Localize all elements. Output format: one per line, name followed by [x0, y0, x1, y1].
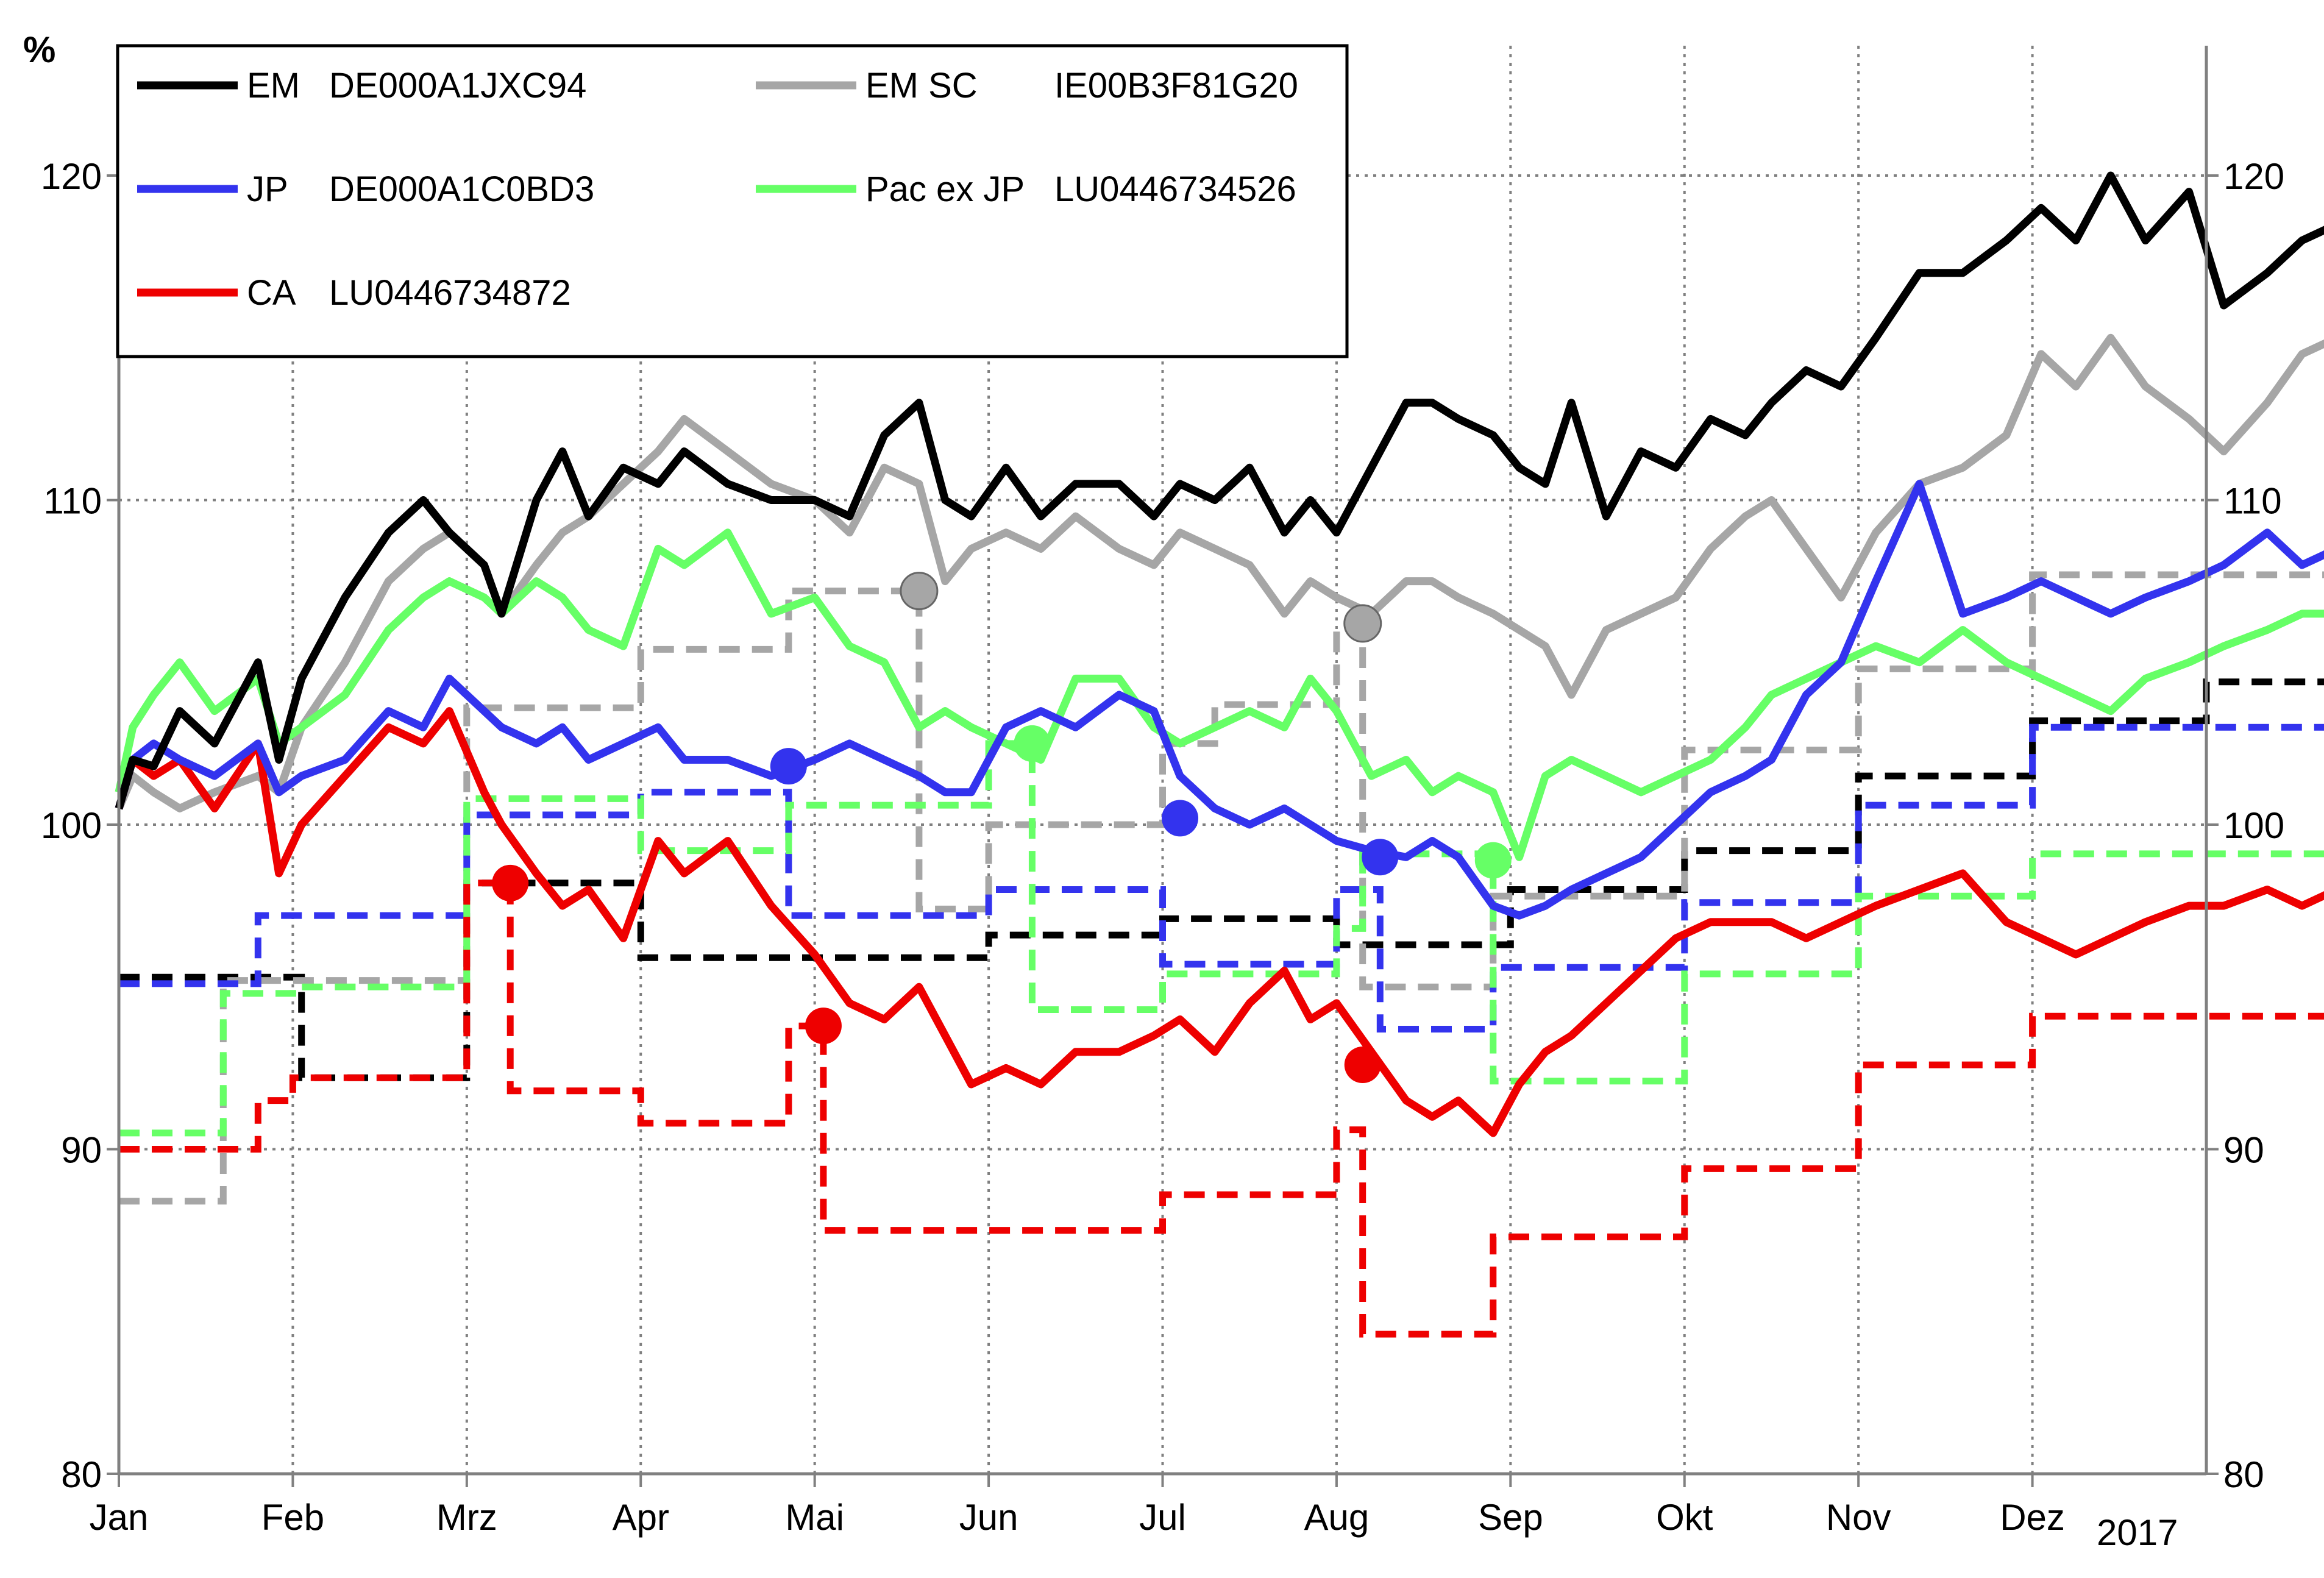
x-tick-label: Feb — [261, 1497, 324, 1538]
year-label: 2017 — [2097, 1512, 2178, 1553]
x-tick-label: Aug — [1304, 1497, 1370, 1538]
marker-jp — [770, 748, 807, 785]
legend-name-pac: Pac ex JP — [865, 169, 1025, 209]
x-tick-label: Mrz — [436, 1497, 497, 1538]
line-series-group — [115, 171, 2324, 1137]
marker-ca — [1344, 1047, 1381, 1084]
y-tick-label-right: 90 — [2223, 1130, 2264, 1171]
marker-emsc — [1343, 604, 1382, 643]
step-series-pac — [119, 740, 2324, 1137]
line-series-em — [115, 171, 2324, 810]
y-tick-label-left: 120 — [41, 156, 102, 197]
legend-isin-ca: LU0446734872 — [329, 273, 571, 313]
y-tick-label-right: 110 — [2223, 481, 2282, 522]
step-series-emsc — [119, 571, 2324, 1205]
step-series-em — [119, 678, 2324, 1081]
x-tick-label: Okt — [1656, 1497, 1713, 1538]
y-tick-label-right: 100 — [2223, 805, 2284, 846]
axes: 80 80 90 90 100 100 110 110 120 120 Jan Feb Mrz Apr Ma… — [41, 46, 2284, 1538]
line-series-jp — [115, 480, 2324, 920]
legend-name-ca: CA — [247, 273, 296, 313]
legend: EM DE000A1JXC94 EM SC IE00B3F81G20 JP DE000A1… — [116, 44, 1349, 358]
marker-jp — [1362, 839, 1399, 876]
x-tick-label: Apr — [613, 1497, 669, 1538]
y-tick-label-left: 100 — [41, 805, 102, 846]
step-series-group — [119, 571, 2324, 1338]
y-unit-label: % — [23, 29, 55, 70]
x-tick-label: Jul — [1139, 1497, 1186, 1538]
marker-ca — [492, 864, 529, 901]
step-series-ca — [119, 880, 2324, 1338]
y-tick-label-left: 110 — [43, 481, 102, 522]
x-tick-label: Nov — [1826, 1497, 1891, 1538]
legend-name-jp: JP — [247, 169, 288, 209]
marker-ca — [805, 1008, 842, 1045]
legend-box — [116, 44, 1349, 358]
marker-emsc — [900, 572, 939, 611]
x-tick-label: Jan — [90, 1497, 149, 1538]
x-tick-label: Mai — [785, 1497, 844, 1538]
line-series-ca — [115, 707, 2324, 1137]
line-series-emsc — [115, 333, 2324, 812]
y-tick-label-right: 120 — [2223, 156, 2284, 197]
x-tick-label: Sep — [1478, 1497, 1543, 1538]
y-tick-label-right: 80 — [2223, 1454, 2264, 1495]
legend-isin-pac: LU0446734526 — [1054, 169, 1296, 209]
y-tick-label-left: 90 — [61, 1130, 102, 1171]
legend-name-em: EM — [247, 66, 300, 105]
marker-group — [492, 572, 1512, 1084]
y-tick-label-left: 80 — [61, 1454, 102, 1495]
legend-isin-em: DE000A1JXC94 — [329, 66, 586, 105]
line-series-pac — [115, 528, 2324, 861]
legend-name-emsc: EM SC — [865, 66, 978, 105]
legend-isin-emsc: IE00B3F81G20 — [1054, 66, 1298, 105]
marker-pac — [1474, 842, 1512, 879]
legend-isin-jp: DE000A1C0BD3 — [329, 169, 594, 209]
x-tick-label: Jun — [959, 1497, 1018, 1538]
x-tick-label: Dez — [2000, 1497, 2065, 1538]
marker-pac — [1014, 725, 1051, 762]
marker-jp — [1162, 800, 1199, 837]
